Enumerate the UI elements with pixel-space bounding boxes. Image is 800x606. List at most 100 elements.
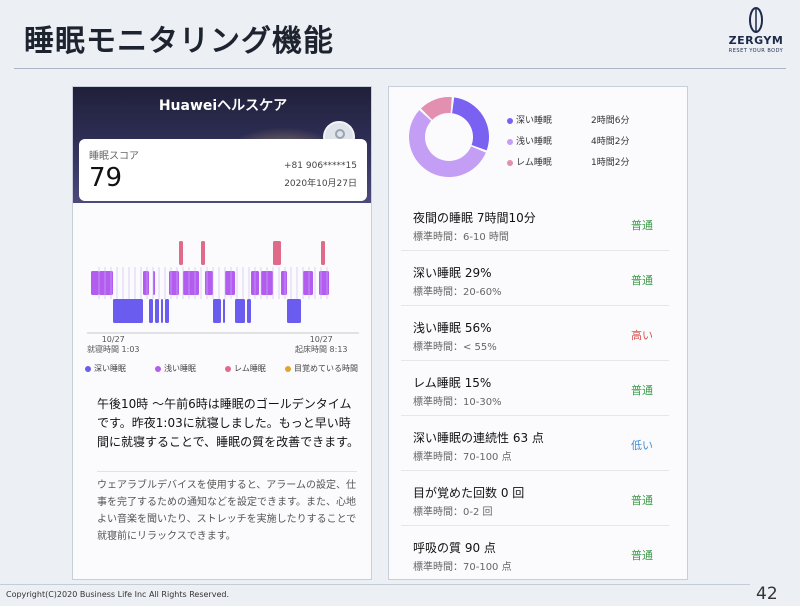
zerogym-logo: ZERGYM RESET YOUR BODY: [722, 6, 790, 64]
stage-segment-light: [281, 271, 287, 295]
app-title: Huaweiヘルスケア: [158, 98, 288, 114]
stage-segment-rem: [321, 241, 325, 265]
stat-row[interactable]: 深い睡眠 29% 標準時間：20-60% 普通: [401, 252, 669, 306]
stat-standard: 標準時間：< 55%: [413, 342, 497, 353]
breakdown-deep-dot: [507, 117, 513, 124]
stat-row[interactable]: 浅い睡眠 56% 標準時間：< 55% 高い: [401, 307, 669, 361]
sleep-stage-chart: [87, 241, 359, 334]
logo-tagline: RESET YOUR BODY: [728, 48, 784, 54]
score-value: 79: [89, 163, 123, 193]
stage-segment-light: [169, 271, 179, 295]
stat-title: 深い睡眠の連続性 63 点: [413, 431, 544, 445]
stat-title: 深い睡眠 29%: [413, 266, 492, 280]
stat-status: 普通: [631, 219, 653, 232]
donut-slice-2: [420, 97, 452, 120]
stat-row[interactable]: 目が覚めた回数 0 回 標準時間：0-2 回 普通: [401, 472, 669, 526]
sleep-start-time: 就寝時間 1:03: [87, 345, 140, 354]
footer-divider: [0, 584, 750, 585]
stage-segment-light: [91, 271, 99, 295]
legend-rem-dot: [225, 365, 231, 372]
breakdown-rem-duration: 1時間2分: [591, 158, 630, 168]
stat-row[interactable]: レム睡眠 15% 標準時間：10-30% 普通: [401, 362, 669, 416]
stat-status: 普通: [631, 274, 653, 287]
breakdown-rem-label: レム睡眠: [516, 158, 552, 168]
legend-awake-dot: [285, 365, 291, 372]
legend-deep-label: 深い睡眠: [94, 364, 126, 373]
legend-light-label: 浅い睡眠: [164, 364, 196, 373]
sleep-start-date: 10/27: [101, 335, 125, 344]
stage-segment-light: [143, 271, 149, 295]
advice-text: 午後10時 ～午前6時は睡眠のゴールデンタイムです。昨夜1:03に就寝しました。…: [97, 397, 359, 449]
legend-awake: 目覚めている時間: [285, 363, 358, 374]
stat-standard: 標準時間：6-10 時間: [413, 232, 509, 243]
stage-segment-deep: [113, 299, 143, 323]
stage-segment-rem: [201, 241, 205, 265]
stage-segment-light: [153, 271, 155, 295]
stage-segment-deep: [161, 299, 163, 323]
legend-light-dot: [155, 365, 161, 372]
score-date: 2020年10月27日: [284, 179, 357, 189]
copyright: Copyright(C)2020 Business Life Inc All R…: [6, 590, 229, 599]
legend-rem: レム睡眠: [225, 363, 266, 374]
score-label: 睡眠スコア: [89, 151, 139, 162]
stat-status: 高い: [631, 329, 653, 342]
title-divider: [14, 68, 786, 69]
stat-standard: 標準時間：70-100 点: [413, 452, 512, 463]
avatar-head-icon: [335, 129, 345, 139]
phone-number: +81 906*****15: [284, 161, 357, 171]
sleep-end-time: 起床時間 8:13: [295, 345, 348, 354]
breakdown-deep-duration: 2時間6分: [591, 116, 630, 126]
donut-slice-1: [409, 110, 486, 178]
stage-segment-deep: [287, 299, 301, 323]
breakdown-light-duration: 4時間2分: [591, 137, 630, 147]
stage-segment-rem: [273, 241, 281, 265]
stage-segment-light: [183, 271, 199, 295]
stage-segment-rem: [179, 241, 183, 265]
phone-screen: Huaweiヘルスケア 睡眠スコア 79 +81 906*****15 2020…: [72, 86, 372, 580]
breakdown-rem: レム睡眠 1時間2分: [507, 155, 629, 168]
stat-standard: 標準時間：10-30%: [413, 397, 502, 408]
sleep-stats-panel: 深い睡眠 2時間6分 浅い睡眠 4時間2分 レム睡眠 1時間2分 夜間の睡眠 7…: [388, 86, 688, 580]
logo-text: ZERGYM: [728, 34, 784, 47]
stat-standard: 標準時間：20-60%: [413, 287, 502, 298]
breakdown-deep-label: 深い睡眠: [516, 116, 553, 126]
sleep-end-label: 10/27 起床時間 8:13: [295, 335, 348, 355]
page-number: 42: [756, 584, 778, 604]
breakdown-deep: 深い睡眠 2時間6分: [507, 113, 629, 126]
stage-legend: 深い睡眠 浅い睡眠 レム睡眠 目覚めている時間: [85, 363, 365, 377]
stat-title: レム睡眠 15%: [413, 376, 492, 390]
stat-row[interactable]: 呼吸の質 90 点 標準時間：70-100 点 普通: [401, 527, 669, 581]
stage-segment-deep: [223, 299, 225, 323]
stat-status: 普通: [631, 384, 653, 397]
legend-deep-dot: [85, 365, 91, 372]
stage-segment-light: [303, 271, 313, 295]
stat-row[interactable]: 夜間の睡眠 7時間10分 標準時間：6-10 時間 普通: [401, 197, 669, 251]
stage-segment-light: [205, 271, 213, 295]
stat-status: 低い: [631, 439, 653, 452]
stat-title: 目が覚めた回数 0 回: [413, 486, 525, 500]
sleep-breakdown-donut: [409, 97, 489, 178]
stat-title: 浅い睡眠 56%: [413, 321, 492, 335]
stat-title: 呼吸の質 90 点: [413, 541, 496, 555]
stat-standard: 標準時間：0-2 回: [413, 507, 493, 518]
logo-mark-icon: [749, 7, 763, 33]
legend-awake-label: 目覚めている時間: [294, 364, 358, 373]
stat-standard: 標準時間：70-100 点: [413, 562, 512, 573]
sleep-score-card: 睡眠スコア 79 +81 906*****15 2020年10月27日: [79, 139, 367, 201]
stage-segment-deep: [165, 299, 169, 323]
breakdown-light-dot: [507, 138, 513, 145]
stage-segment-light: [225, 271, 235, 295]
sleep-end-date: 10/27: [309, 335, 333, 344]
stat-status: 普通: [631, 494, 653, 507]
slide-title: 睡眠モニタリング機能: [24, 24, 334, 59]
stage-segment-deep: [149, 299, 153, 323]
donut-slice-0: [452, 97, 489, 151]
stat-row[interactable]: 深い睡眠の連続性 63 点 標準時間：70-100 点 低い: [401, 417, 669, 471]
stat-title: 夜間の睡眠 7時間10分: [413, 211, 536, 225]
stat-status: 普通: [631, 549, 653, 562]
legend-rem-label: レム睡眠: [234, 364, 266, 373]
advice-subtext: ウェアラブルデバイスを使用すると、アラームの設定、仕事を完了するための通知などを…: [97, 480, 357, 542]
breakdown-rem-dot: [507, 159, 513, 166]
stage-segment-deep: [155, 299, 159, 323]
